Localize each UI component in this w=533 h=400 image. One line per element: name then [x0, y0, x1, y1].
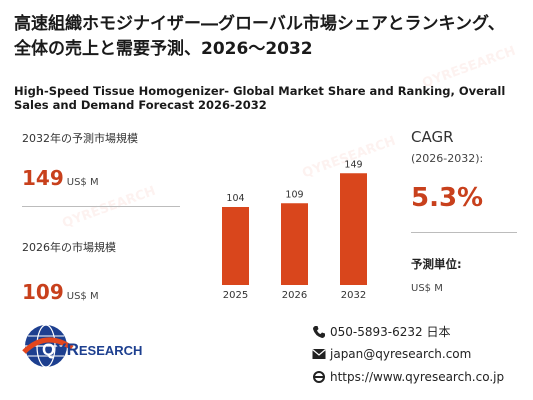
- x-tick-label-2026: 2026: [282, 290, 307, 301]
- contact-phone: 050-5893-6232 日本: [312, 323, 450, 340]
- x-tick-label-2032: 2032: [341, 290, 366, 301]
- phone-number: 050-5893-6232 日本: [330, 325, 451, 339]
- forecast-value-number: 149: [22, 166, 64, 190]
- qyresearch-logo: QYRESEARCH: [22, 322, 162, 374]
- cagr-title: CAGR: [411, 128, 454, 146]
- current-value-unit: US$ M: [66, 291, 99, 302]
- logo-q: Q: [42, 340, 56, 359]
- phone-icon: [313, 325, 325, 338]
- contact-email[interactable]: japan@qyresearch.com: [312, 347, 471, 361]
- globe-icon: [22, 324, 74, 368]
- data-label-2025: 104: [226, 193, 244, 204]
- data-label-2026: 109: [285, 189, 303, 200]
- current-value-number: 109: [22, 280, 64, 304]
- data-label-2032: 149: [344, 159, 362, 170]
- forecast-unit-value: US$ M: [411, 283, 443, 294]
- current-size-value: 109 US$ M: [22, 280, 99, 304]
- bar-2026: [281, 203, 308, 285]
- watermark: QYRESEARCH: [60, 183, 158, 232]
- current-size-label: 2026年の市場規模: [22, 241, 116, 254]
- page-title-en: High-Speed Tissue Homogenizer- Global Ma…: [14, 84, 506, 112]
- forecast-value-unit: US$ M: [66, 177, 99, 188]
- cagr-period: (2026-2032):: [411, 152, 484, 165]
- logo-yr: YR: [55, 340, 79, 359]
- divider: [22, 206, 180, 207]
- logo-rest: ESEARCH: [78, 343, 143, 358]
- web-icon: [313, 371, 325, 383]
- bar-2025: [222, 207, 249, 285]
- mail-icon: [312, 349, 326, 359]
- email-link[interactable]: japan@qyresearch.com: [330, 347, 472, 361]
- page-title-jp: 高速組織ホモジナイザー―グローバル市場シェアとランキング、全体の売上と需要予測、…: [14, 14, 505, 59]
- divider: [411, 232, 517, 233]
- cagr-value: 5.3%: [411, 183, 484, 213]
- contact-website[interactable]: https://www.qyresearch.co.jp: [312, 370, 504, 384]
- forecast-size-value: 149 US$ M: [22, 166, 99, 190]
- market-bar-chart: 104 2025 109 2026 149 2032: [222, 159, 367, 301]
- x-tick-label-2025: 2025: [223, 290, 248, 301]
- forecast-size-label: 2032年の予測市場規模: [22, 132, 138, 145]
- forecast-unit-title: 予測単位:: [411, 257, 462, 271]
- website-link[interactable]: https://www.qyresearch.co.jp: [330, 370, 505, 384]
- bar-2032: [340, 173, 367, 285]
